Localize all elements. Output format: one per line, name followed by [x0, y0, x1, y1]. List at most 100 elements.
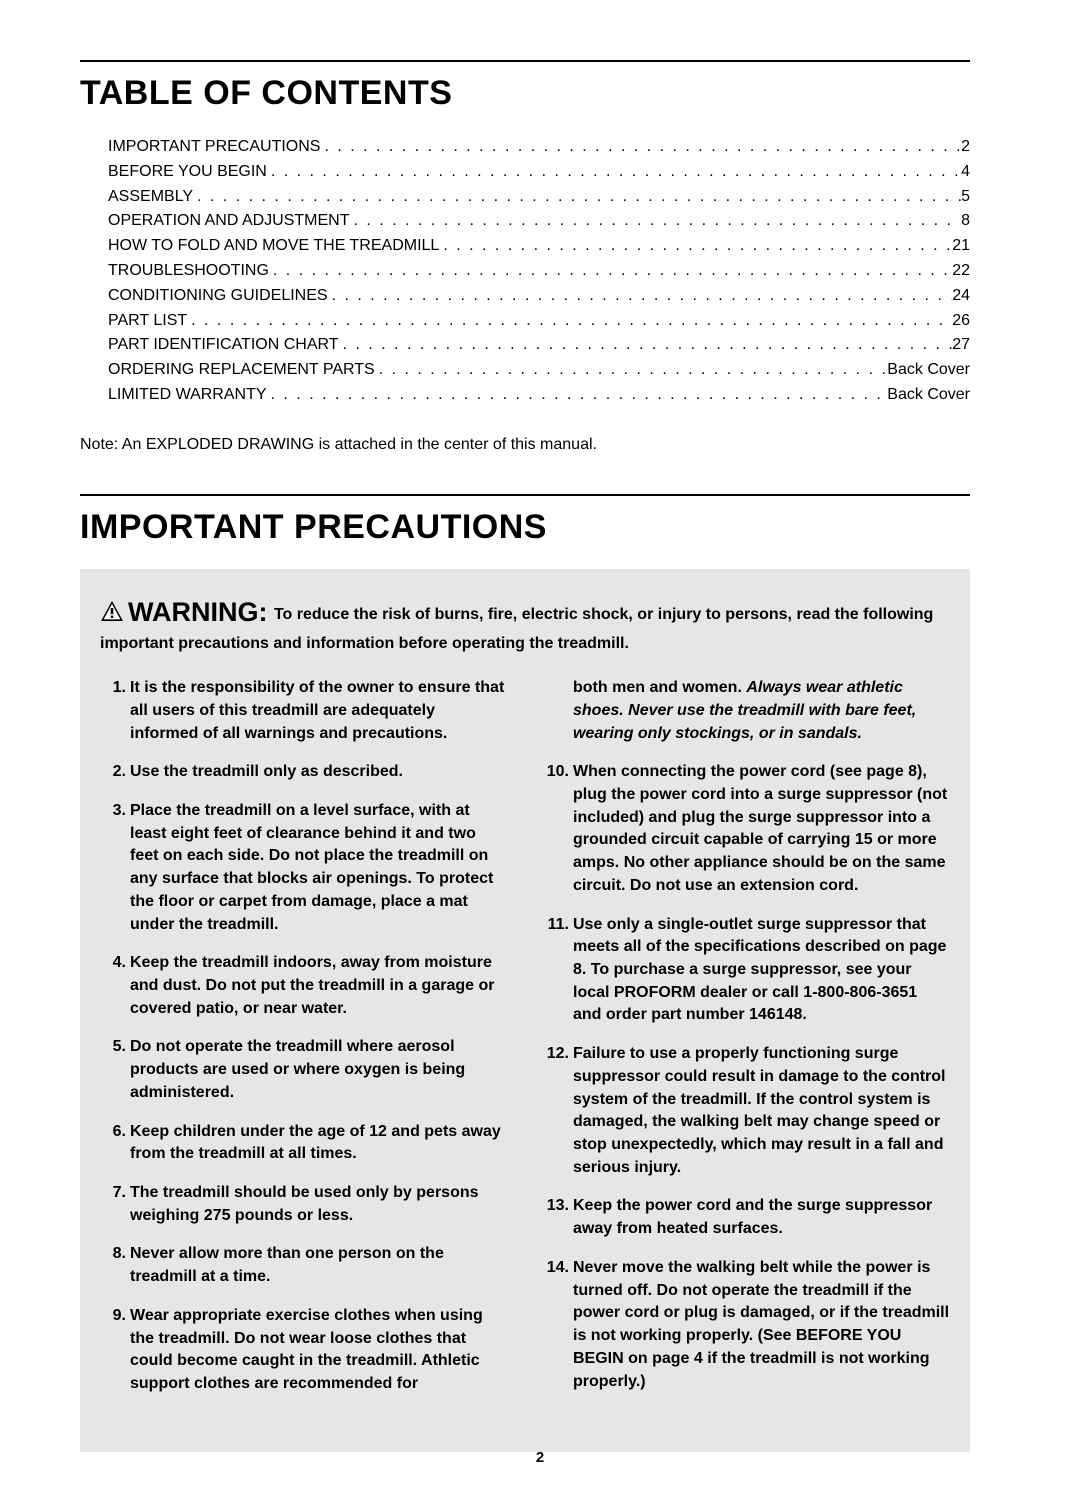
precaution-text: Never allow more than one person on the … — [130, 1245, 444, 1285]
toc-label: PART IDENTIFICATION CHART — [108, 333, 339, 358]
precaution-item: 6.Keep children under the age of 12 and … — [100, 1121, 507, 1166]
toc-page: 5 — [961, 185, 970, 210]
precaution-text: Failure to use a properly functioning su… — [573, 1045, 946, 1176]
precaution-text: It is the responsibility of the owner to… — [130, 679, 504, 741]
precaution-item: 10.When connecting the power cord (see p… — [543, 761, 950, 897]
precaution-item: 5.Do not operate the treadmill where aer… — [100, 1036, 507, 1104]
precautions-col-1: 1.It is the responsibility of the owner … — [100, 677, 507, 1412]
toc-row: ASSEMBLY 5 — [108, 185, 970, 210]
toc-page: 2 — [961, 135, 970, 160]
precaution-text: Keep children under the age of 12 and pe… — [130, 1123, 501, 1163]
precaution-number: 10. — [543, 761, 569, 784]
toc-dots — [439, 234, 952, 259]
toc-label: TROUBLESHOOTING — [108, 259, 269, 284]
toc-label: CONDITIONING GUIDELINES — [108, 284, 328, 309]
toc-label: HOW TO FOLD AND MOVE THE TREADMILL — [108, 234, 439, 259]
precaution-item: 8.Never allow more than one person on th… — [100, 1243, 507, 1288]
precaution-item: 3.Place the treadmill on a level surface… — [100, 800, 507, 936]
precaution-text: The treadmill should be used only by per… — [130, 1184, 479, 1224]
toc-dots — [328, 284, 953, 309]
toc-row: PART IDENTIFICATION CHART 27 — [108, 333, 970, 358]
toc-row: IMPORTANT PRECAUTIONS 2 — [108, 135, 970, 160]
toc-dots — [187, 309, 952, 334]
toc-page: Back Cover — [887, 383, 970, 408]
precaution-number: 3. — [100, 800, 126, 823]
toc-row: BEFORE YOU BEGIN 4 — [108, 160, 970, 185]
col2-lead-plain: both men and women. — [573, 679, 746, 696]
toc-page: 8 — [961, 209, 970, 234]
toc-label: PART LIST — [108, 309, 187, 334]
precaution-number: 12. — [543, 1043, 569, 1066]
precaution-number: 8. — [100, 1243, 126, 1266]
toc-row: ORDERING REPLACEMENT PARTS Back Cover — [108, 358, 970, 383]
toc-row: CONDITIONING GUIDELINES 24 — [108, 284, 970, 309]
precaution-text: Keep the power cord and the surge suppre… — [573, 1197, 932, 1237]
toc-row: PART LIST 26 — [108, 309, 970, 334]
precaution-text: Never move the walking belt while the po… — [573, 1259, 949, 1390]
precaution-item: 1.It is the responsibility of the owner … — [100, 677, 507, 745]
precaution-text: Keep the treadmill indoors, away from mo… — [130, 954, 494, 1016]
manual-page: TABLE OF CONTENTS IMPORTANT PRECAUTIONS … — [0, 0, 1080, 1492]
toc-page: 4 — [961, 160, 970, 185]
precaution-item: 9.Wear appropriate exercise clothes when… — [100, 1305, 507, 1396]
precaution-number: 1. — [100, 677, 126, 700]
warning-line: WARNING: To reduce the risk of burns, fi… — [100, 593, 950, 655]
precaution-item: 11.Use only a single-outlet surge suppre… — [543, 914, 950, 1028]
precaution-text: Use the treadmill only as described. — [130, 763, 403, 780]
precaution-text: Do not operate the treadmill where aeros… — [130, 1038, 465, 1100]
precaution-item: 13.Keep the power cord and the surge sup… — [543, 1195, 950, 1240]
precaution-9-continuation: both men and women. Always wear athletic… — [543, 677, 950, 745]
toc-dots — [267, 383, 888, 408]
toc-dots — [350, 209, 962, 234]
toc-page: 24 — [952, 284, 970, 309]
toc-page: 27 — [952, 333, 970, 358]
toc-label: IMPORTANT PRECAUTIONS — [108, 135, 320, 160]
rule-top — [80, 60, 970, 62]
toc-dots — [267, 160, 961, 185]
precaution-item: 2.Use the treadmill only as described. — [100, 761, 507, 784]
toc-row: TROUBLESHOOTING 22 — [108, 259, 970, 284]
toc-label: ORDERING REPLACEMENT PARTS — [108, 358, 375, 383]
precaution-item: 7.The treadmill should be used only by p… — [100, 1182, 507, 1227]
toc-row: HOW TO FOLD AND MOVE THE TREADMILL 21 — [108, 234, 970, 259]
precaution-text: Place the treadmill on a level surface, … — [130, 802, 493, 933]
precaution-number: 2. — [100, 761, 126, 784]
precaution-number: 9. — [100, 1305, 126, 1328]
warning-triangle-icon — [100, 600, 124, 629]
precautions-title: IMPORTANT PRECAUTIONS — [80, 508, 970, 547]
note-text: Note: An EXPLODED DRAWING is attached in… — [80, 436, 970, 454]
precaution-number: 14. — [543, 1257, 569, 1280]
precaution-number: 7. — [100, 1182, 126, 1205]
warning-box: WARNING: To reduce the risk of burns, fi… — [80, 569, 970, 1452]
precautions-columns: 1.It is the responsibility of the owner … — [100, 677, 950, 1412]
page-number: 2 — [0, 1449, 1080, 1466]
toc-dots — [375, 358, 888, 383]
toc-dots — [339, 333, 953, 358]
precaution-number: 13. — [543, 1195, 569, 1218]
precaution-number: 4. — [100, 952, 126, 975]
precaution-number: 5. — [100, 1036, 126, 1059]
toc-dots — [269, 259, 952, 284]
rule-precautions — [80, 494, 970, 496]
precaution-number: 6. — [100, 1121, 126, 1144]
toc-dots — [320, 135, 961, 160]
warning-label: WARNING: — [128, 597, 267, 627]
toc-row: OPERATION AND ADJUSTMENT 8 — [108, 209, 970, 234]
precaution-number: 11. — [543, 914, 569, 937]
precaution-text: Use only a single-outlet surge suppresso… — [573, 916, 946, 1024]
toc-label: LIMITED WARRANTY — [108, 383, 267, 408]
toc-page: 21 — [952, 234, 970, 259]
precaution-item: 14.Never move the walking belt while the… — [543, 1257, 950, 1393]
toc-page: Back Cover — [887, 358, 970, 383]
precaution-text: Wear appropriate exercise clothes when u… — [130, 1307, 483, 1392]
toc-dots — [193, 185, 961, 210]
precautions-col-2: both men and women. Always wear athletic… — [543, 677, 950, 1412]
toc-label: OPERATION AND ADJUSTMENT — [108, 209, 350, 234]
toc-page: 26 — [952, 309, 970, 334]
toc-title: TABLE OF CONTENTS — [80, 74, 970, 113]
toc-label: ASSEMBLY — [108, 185, 193, 210]
toc-label: BEFORE YOU BEGIN — [108, 160, 267, 185]
table-of-contents: IMPORTANT PRECAUTIONS 2BEFORE YOU BEGIN … — [108, 135, 970, 408]
precaution-item: 4.Keep the treadmill indoors, away from … — [100, 952, 507, 1020]
precaution-text: When connecting the power cord (see page… — [573, 763, 947, 894]
